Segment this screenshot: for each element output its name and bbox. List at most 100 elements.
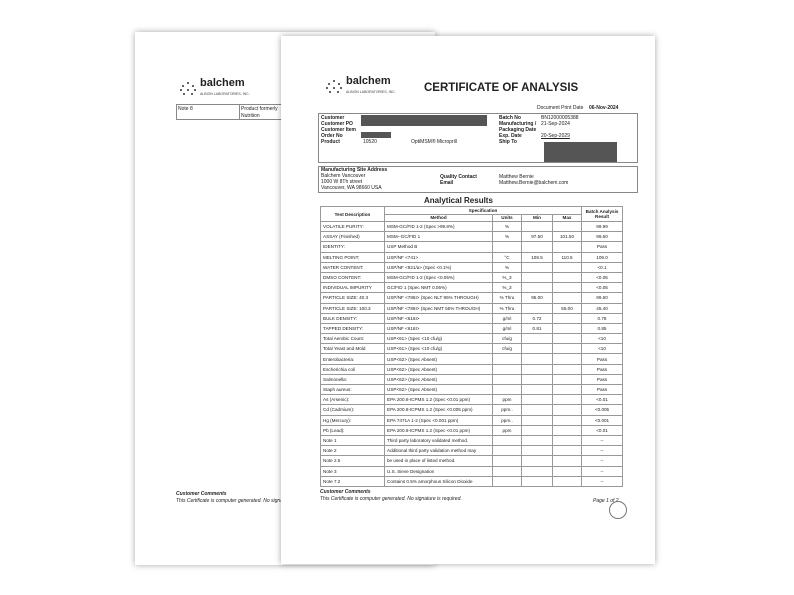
ship-to-label: Ship To [499,139,517,145]
customer-po-label: Customer PO [321,121,353,127]
units-cell: g/ml [492,312,522,324]
redacted-order-no [361,132,391,138]
test-cell: Hg (Mercury): [320,414,385,426]
method-cell: Additional third party validation method… [384,445,493,457]
table-row: Pb (Lead): EPA 200.8-ICPMS 1.2 (Spec <0.0… [320,424,624,436]
test-cell: TAPPED DENSITY: [320,322,385,335]
balchem-logo: balchem ALBION LABORATORIES, INC. [179,78,250,99]
min-cell [521,261,553,273]
max-cell [551,404,583,416]
table-row: INDIVIDUAL IMPURITY GC/FID 1 (Spec NMT 0.… [320,282,624,294]
table-row: DMSO CONTENT: MSM-GC/FID 1-2 (Spec <0.05%… [320,271,624,284]
document-title: CERTIFICATE OF ANALYSIS [424,82,579,94]
method-cell: EPA 200.8-ICPMS 1.2 (Spec <0.01 ppm) [384,394,493,406]
table-row: Total Aerobic Count: USP<61> (Spec <10 cf… [320,333,624,345]
site-line-3: Vancouver, WA 98660 USA [321,185,382,191]
table-row: Enterobacteria: USP<62> (Spec Absent) Pass [320,353,624,365]
test-cell: Salmonella: [320,373,385,386]
table-row: BULK DENSITY: USP/NF <616I> g/ml 0.72 0.78 [320,312,624,324]
min-cell: 0.81 [521,322,553,335]
redacted-ship-to [544,142,617,162]
test-cell: Total Aerobic Count: [320,333,385,345]
test-cell: ASSAY (Finished) [320,231,385,243]
units-cell [492,373,522,386]
method-cell: USP<61> (Spec <10 cfu/g) [384,343,493,355]
site-line-1: Balchem Vancouver [321,173,366,179]
qc-name: Matthew Bernie [499,174,534,180]
units-cell: ppm [492,424,522,436]
method-cell: Third party laboratory validated method. [384,434,493,447]
logo-dots-icon [179,81,197,96]
exp-label: Exp. Date [499,133,522,139]
method-cell: USP<62> (Spec Absent) [384,363,493,375]
result-cell: 45.40 [581,302,624,314]
max-cell [551,353,583,365]
max-cell [551,261,583,273]
method-cell: MSM-GC/FID 1-2 (Spec <0.05%) [384,271,493,284]
result-cell: Pass [581,241,624,253]
note-text-2: Nutrition [241,113,260,119]
units-cell: cfu/g [492,333,522,345]
email: Matthew.Bernie@balchem.com [499,180,569,186]
units-cell: % [492,261,522,273]
product-label: Product [321,139,340,145]
brand-sub: ALBION LABORATORIES, INC. [200,92,250,96]
method-cell: USP/NF <741> [384,251,493,263]
units-cell [492,445,522,457]
units-cell: % [492,231,522,243]
units-cell [492,434,522,447]
units-cell: ppm.. [492,404,522,416]
test-cell: Note 2.5 [320,455,385,467]
min-cell: 95.00 [521,292,553,304]
method-cell: be used in place of listed method. [384,455,493,467]
col-max: Max [551,213,583,222]
test-cell: Enterobacteria: [320,353,385,365]
comments-label: Customer Comments [320,489,371,495]
product-name: OptiMSM® Microprill [411,139,457,145]
test-cell: Total Yeast and Mold [320,343,385,355]
units-cell [492,353,522,365]
test-cell: Escherichia coli [320,363,385,375]
table-row: Cd (Cadmium): EPA 200.8-ICPMS 1.2 (Spec <… [320,404,624,416]
mfg-date: 21-Sep-2024 [541,121,570,127]
test-cell: Note 2 [320,445,385,457]
table-row: Escherichia coli USP<62> (Spec Absent) Pas… [320,363,624,375]
customer-item-label: Customer Item [321,127,357,133]
comments-text: This Certificate is computer generated. … [176,498,283,504]
units-cell: g/ml [492,322,522,335]
email-label: Email [440,180,454,186]
table-row: MELTING POINT: USP/NF <741> °C 108.5 110.5 10… [320,251,624,263]
method-cell: GC/FID 1 (Spec NMT 0.05%) [384,282,493,294]
max-cell [551,241,583,253]
min-cell [521,363,553,375]
max-cell [551,373,583,386]
front-page: balchem ALBION LABORATORIES, INC. CERTIFI… [281,36,655,564]
result-cell: -- [581,455,624,467]
table-row: TAPPED DENSITY: USP/NF <616I> g/ml 0.81 0.85 [320,322,624,335]
test-cell: PARTICLE SIZE: 40.3 [320,292,385,304]
method-cell: USP/NF <616I> [384,322,493,335]
comments-text: This Certificate is computer generated. … [320,496,462,502]
max-cell: 101.50 [551,231,583,243]
result-cell: <0.01 [581,424,624,436]
test-cell: INDIVIDUAL IMPURITY [320,282,385,294]
result-cell: <0.005 [581,404,624,416]
method-cell: USP Method B [384,241,493,253]
units-cell [492,363,522,375]
qc-label: Quality Contact [440,174,477,180]
units-cell: %_3 [492,271,522,284]
brand-sub: ALBION LABORATORIES, INC. [346,90,396,94]
method-cell: U.S. Sieve Designation [384,465,493,477]
result-cell: 0.78 [581,312,624,324]
table-row: Note 2 Additional third party validation … [320,445,624,457]
table-row: VOLATILE PURITY: MSM-GC/FID 1-2 (Spec >99… [320,220,624,233]
units-cell: ppm [492,394,522,406]
test-cell: BULK DENSITY: [320,312,385,324]
units-cell [492,465,522,477]
min-cell [521,241,553,253]
units-cell: % Thru [492,302,522,314]
comments-label: Customer Comments [176,491,227,497]
method-cell: EPA 200.8-ICPMS 1.2 (Spec <0.01 ppm) [384,424,493,436]
result-cell: Pass [581,383,624,396]
units-cell: %_3 [492,282,522,294]
